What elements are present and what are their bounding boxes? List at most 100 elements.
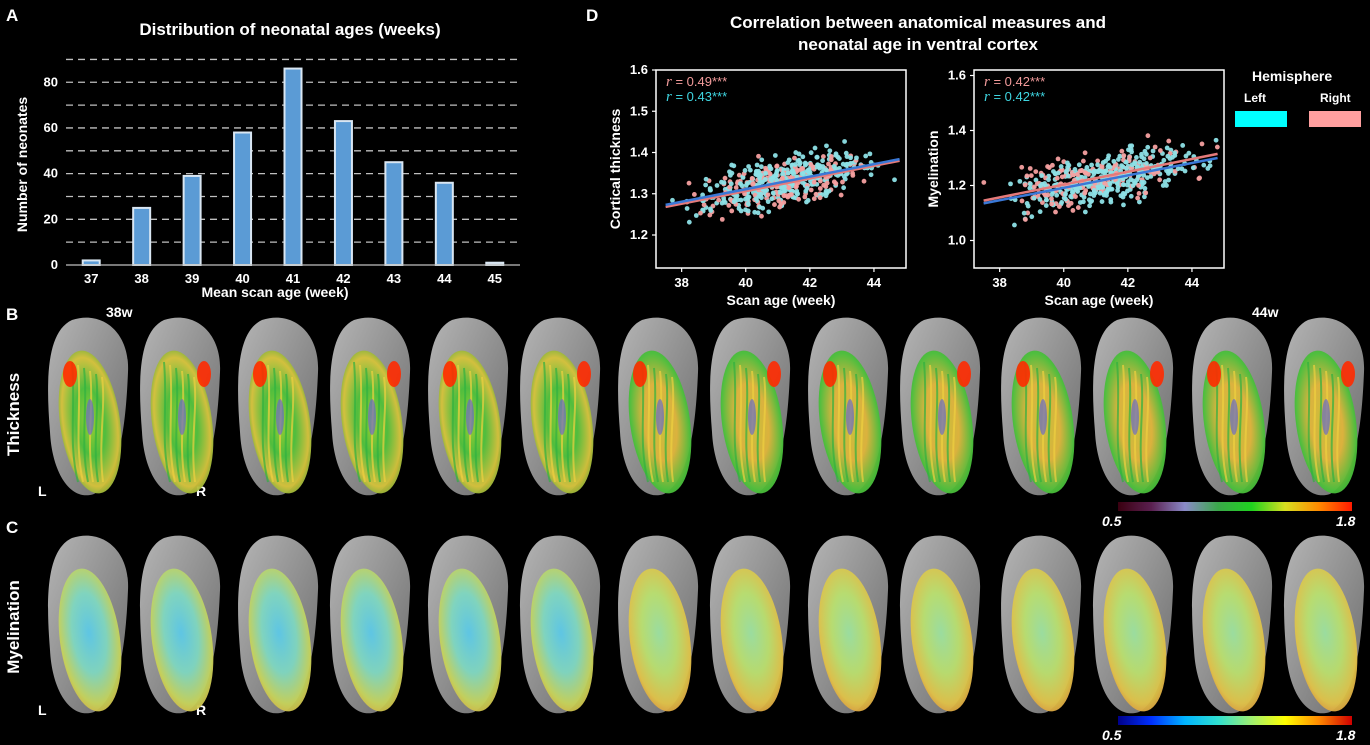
point-right [1023, 217, 1028, 222]
surface-map [530, 568, 594, 712]
point-left [808, 150, 814, 156]
point-left [773, 171, 779, 177]
sulcus-pattern [186, 373, 191, 483]
right-hemisphere [900, 317, 981, 496]
sulcus-pattern [1145, 376, 1150, 483]
point-left [742, 168, 748, 173]
point-left [1059, 200, 1065, 205]
y-tick-label: 1.6 [630, 62, 648, 77]
point-left [1077, 185, 1083, 191]
point-left [1068, 194, 1074, 199]
surface-map [1103, 568, 1167, 712]
point-left [1063, 169, 1069, 175]
myelination-colorbar [1118, 716, 1352, 725]
x-tick-label: 44 [437, 271, 452, 286]
point-left [1180, 143, 1186, 148]
sulcus-pattern [952, 376, 957, 483]
point-left [1108, 197, 1114, 202]
bar [81, 259, 101, 267]
point-right [1049, 201, 1055, 207]
point-right [719, 216, 725, 222]
point-left [1125, 179, 1131, 184]
point-left [754, 169, 759, 175]
r-value: = 0.42*** [989, 89, 1046, 104]
y-tick-label: 40 [44, 166, 58, 181]
panel-a-letter: A [6, 6, 19, 25]
point-left [768, 177, 774, 183]
sulcus-pattern [1319, 367, 1325, 483]
point-left [1087, 191, 1093, 197]
y-tick-label: 1.5 [630, 103, 648, 118]
hotspot [1150, 361, 1164, 387]
low-region [86, 399, 94, 435]
point-right [981, 180, 987, 185]
point-right [1199, 141, 1205, 147]
point-left [758, 172, 763, 178]
right-hemisphere [140, 535, 221, 714]
point-right [1068, 200, 1074, 206]
point-left [1087, 203, 1092, 209]
sulcus-pattern [290, 376, 295, 483]
left-hemisphere [428, 535, 509, 714]
point-left [1038, 183, 1043, 189]
point-left [743, 207, 748, 213]
point-left [848, 161, 853, 166]
sulcus-pattern [353, 361, 361, 483]
point-right [808, 187, 814, 193]
point-left [785, 170, 791, 176]
point-right [1080, 158, 1086, 164]
x-tick-label: 41 [286, 271, 300, 286]
point-left [836, 156, 842, 161]
panel-b-letter: B [6, 305, 19, 324]
point-right [817, 186, 823, 191]
point-left [1132, 160, 1138, 166]
sulcus-pattern [1244, 376, 1249, 483]
point-left [759, 157, 765, 163]
right-hemisphere [330, 535, 411, 714]
point-left [1033, 177, 1039, 183]
low-region [938, 399, 946, 435]
point-left [738, 181, 743, 187]
myelination-colorbar-max: 1.8 [1336, 727, 1356, 743]
point-right [1152, 144, 1158, 150]
point-right [701, 202, 707, 208]
hotspot [767, 361, 781, 387]
point-left [780, 171, 786, 177]
sulcus-pattern [77, 364, 84, 483]
point-left [1150, 148, 1156, 154]
x-tick-label: 44 [867, 275, 882, 290]
point-left [1089, 162, 1095, 168]
bar [283, 67, 303, 267]
point-right [716, 197, 722, 203]
sulcus-pattern [647, 364, 654, 483]
point-left [1142, 186, 1148, 191]
right-hemisphere [1284, 535, 1365, 714]
surface-map [720, 568, 784, 712]
age-label-last: 44w [1252, 304, 1279, 320]
point-left [1065, 173, 1071, 179]
low-region [1039, 399, 1047, 435]
sulcus-pattern [543, 361, 551, 483]
point-right [1127, 154, 1132, 160]
point-left [1145, 144, 1151, 150]
panel-c-letter: C [6, 518, 19, 537]
point-left [1161, 157, 1167, 163]
hemisphere-r-label-c: R [196, 702, 207, 718]
thickness-colorbar-max: 1.8 [1336, 513, 1356, 529]
point-right [749, 176, 755, 181]
x-tick-label: 45 [488, 271, 502, 286]
y-tick-label: 1.2 [948, 178, 966, 193]
point-left [747, 167, 753, 173]
point-left [803, 161, 809, 167]
right-hemisphere [140, 317, 221, 496]
sulcus-pattern [670, 376, 675, 483]
point-left [841, 174, 847, 179]
point-right [795, 168, 801, 173]
point-right [1102, 180, 1108, 186]
sulcus-pattern [549, 364, 556, 483]
left-hemisphere [808, 535, 889, 714]
point-left [1139, 154, 1144, 160]
point-right [756, 153, 761, 159]
sulcus-pattern [359, 364, 366, 483]
point-left [892, 177, 897, 183]
